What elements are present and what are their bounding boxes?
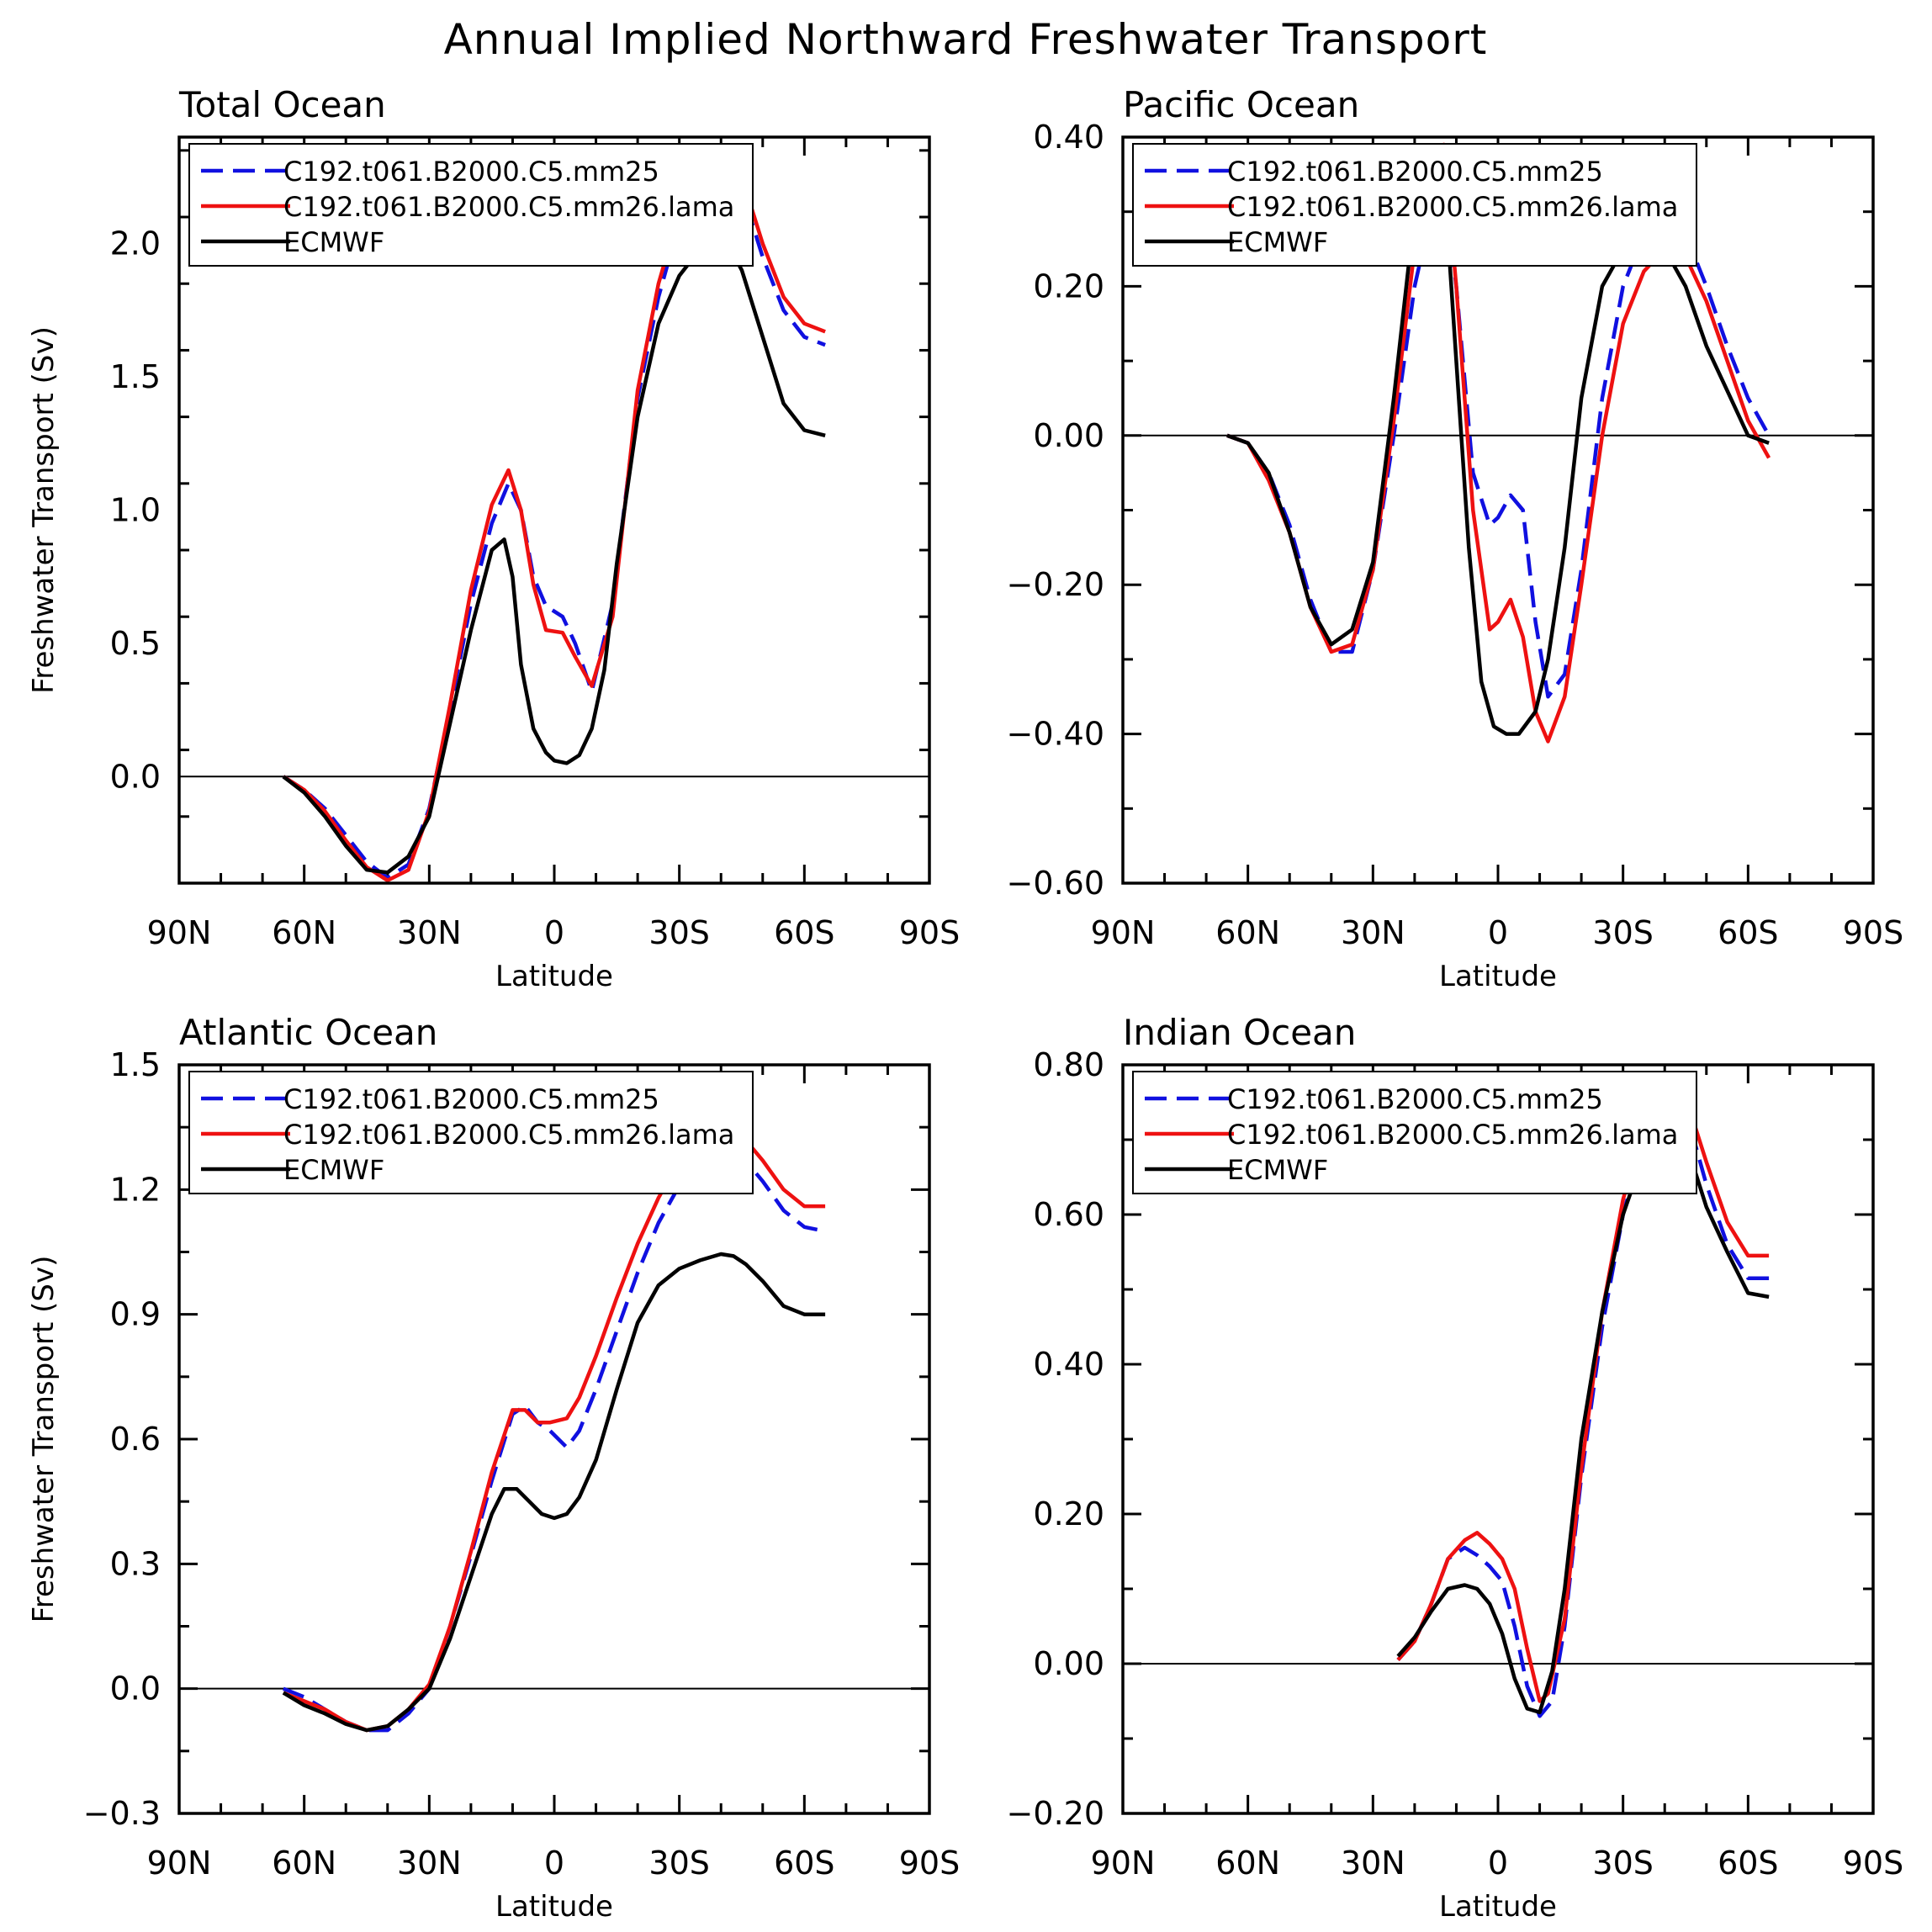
legend: C192.t061.B2000.C5.mm25 C192.t061.B2000.C… [1132,1071,1697,1194]
y-tick-label: −0.3 [83,1795,161,1832]
y-tick-label: −0.40 [1007,716,1104,753]
x-tick-label: 60S [774,1845,834,1882]
y-axis-label: Freshwater Transport (Sv) [27,1256,61,1623]
legend-label: ECMWF [283,1154,384,1186]
plot-frame [177,1063,931,1815]
x-tick-label: 60N [1215,914,1280,951]
x-tick-label: 60N [272,914,336,951]
y-tick-label: 0.60 [1033,1196,1104,1233]
x-tick-label: 0 [1488,1845,1508,1882]
y-tick-label: 0.5 [110,625,161,662]
x-axis-label: Latitude [495,1890,613,1924]
legend-label: ECMWF [283,226,384,258]
plot-frame [1121,1063,1875,1815]
y-tick-label: 0.20 [1033,267,1104,304]
x-tick-label: 90N [1091,1845,1156,1882]
series-line-ecmwf [282,239,826,875]
panel-title: Total Ocean [178,84,386,125]
x-tick-label: 30N [397,914,462,951]
legend-label: C192.t061.B2000.C5.mm25 [1227,156,1603,188]
panel-pacific-ocean: Pacific Ocean 90N 60N 30N 0 30S 60S 90S Latitude… [1007,84,1904,993]
legend-label: C192.t061.B2000.C5.mm26.lama [1227,191,1678,223]
x-tick-label: 0 [1488,914,1508,951]
legend: C192.t061.B2000.C5.mm25 C192.t061.B2000.C… [188,1071,754,1194]
panel-title: Atlantic Ocean [179,1012,437,1053]
x-tick-label: 90S [899,1845,960,1882]
y-tick-label: 0.80 [1033,1046,1104,1083]
y-tick-label: −0.20 [1007,1795,1104,1832]
legend: C192.t061.B2000.C5.mm25C192.t061.B2000.C… [1132,143,1697,267]
panel-title: Pacific Ocean [1123,84,1359,125]
x-tick-label: 30N [397,1845,462,1882]
panel-atlantic-ocean: Atlantic Ocean 90N 60N 30N 0 30S 60S 90S Latitud… [27,1012,960,1924]
plot-frame [1121,135,1875,885]
legend-label: C192.t061.B2000.C5.mm25 [1227,1083,1603,1115]
y-tick-label: 2.0 [110,225,161,262]
x-tick-label: 60S [1718,914,1778,951]
x-tick-label: 30S [648,914,709,951]
y-tick-label: 0.6 [110,1421,161,1458]
legend-label: ECMWF [1227,226,1328,258]
plot-frame [177,135,931,885]
y-tick-label: −0.20 [1007,566,1104,603]
x-tick-label: 30N [1341,914,1405,951]
x-axis-label: Latitude [1439,960,1557,993]
panel-indian-ocean: Indian Ocean 90N 60N 30N 0 30S 60S 90S Latitude −… [1007,1012,1904,1924]
x-tick-label: 30S [648,1845,709,1882]
x-tick-label: 90N [147,1845,212,1882]
x-tick-label: 90S [1843,1845,1903,1882]
legend-label: C192.t061.B2000.C5.mm25 [283,156,659,188]
y-tick-label: 1.5 [110,358,161,395]
x-tick-label: 0 [544,914,564,951]
y-tick-label: 0.40 [1033,1346,1104,1383]
x-tick-label: 0 [544,1845,564,1882]
x-tick-label: 90S [1843,914,1903,951]
series-line-mm25 [283,1141,826,1733]
series-line-ecmwf [282,1252,826,1733]
y-tick-label: 0.9 [110,1296,161,1333]
y-tick-label: −0.60 [1007,865,1104,902]
figure-title: Annual Implied Northward Freshwater Tran… [444,15,1488,64]
panel-total-ocean: Total Ocean 90N 60N 30N 0 30S 60S 90S Latitude 0.… [27,84,960,993]
series-line-mm25 [282,156,826,880]
y-axis-label: Freshwater Transport (Sv) [27,326,61,694]
legend-label: C192.t061.B2000.C5.mm26.lama [1227,1119,1678,1151]
panel-title: Indian Ocean [1123,1012,1356,1053]
x-tick-label: 60S [774,914,834,951]
y-tick-label: 1.2 [110,1171,161,1208]
legend: C192.t061.B2000.C5.mm25C192.t061.B2000.C… [188,143,754,267]
y-tick-label: 1.0 [110,492,161,529]
legend-label: C192.t061.B2000.C5.mm26.lama [283,191,734,223]
y-tick-label: 0.00 [1033,1645,1104,1682]
series-line-ecmwf [1396,1130,1770,1715]
y-tick-label: 0.0 [110,758,161,795]
legend-label: C192.t061.B2000.C5.mm26.lama [283,1119,734,1151]
y-tick-label: 0.0 [110,1670,161,1707]
y-tick-label: 0.3 [110,1545,161,1582]
y-tick-label: 0.20 [1033,1495,1104,1532]
legend-box [1132,143,1697,267]
series-line-mm26-lama [283,1125,826,1733]
x-tick-label: 60N [272,1845,336,1882]
y-tick-label: 1.5 [110,1046,161,1083]
x-tick-label: 30S [1592,1845,1653,1882]
x-tick-label: 90N [147,914,212,951]
legend-label: C192.t061.B2000.C5.mm25 [283,1083,659,1115]
x-tick-label: 60S [1718,1845,1778,1882]
x-axis-label: Latitude [1439,1890,1557,1924]
x-tick-label: 60N [1215,1845,1280,1882]
legend-label: ECMWF [1227,1154,1328,1186]
x-tick-label: 90S [899,914,960,951]
x-tick-label: 90N [1091,914,1156,951]
y-tick-label: 0.40 [1033,119,1104,156]
x-tick-label: 30S [1592,914,1653,951]
series-line-mm25 [1396,1104,1770,1718]
y-tick-label: 0.00 [1033,417,1104,454]
x-axis-label: Latitude [495,960,613,993]
x-tick-label: 30N [1341,1845,1405,1882]
